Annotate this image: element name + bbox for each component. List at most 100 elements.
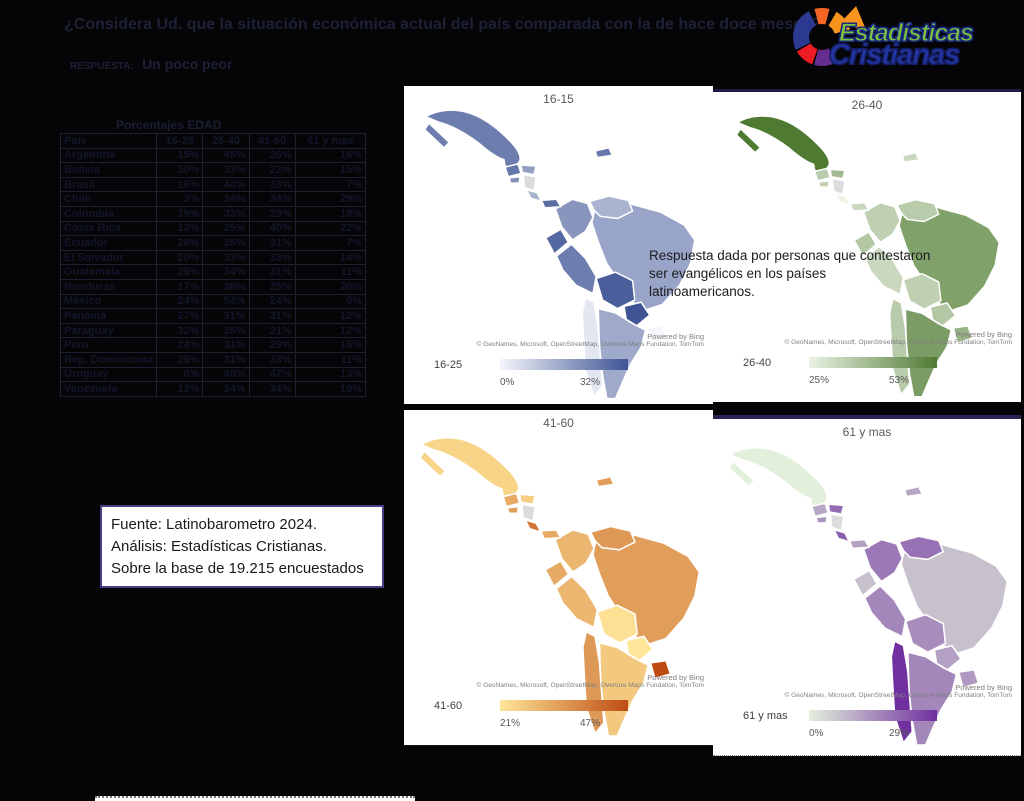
table-cell-value[interactable]: 21% (248, 322, 296, 339)
table-cell-value[interactable]: 32% (156, 322, 204, 339)
table-cell-value[interactable]: 31% (202, 308, 250, 324)
table-cell-value[interactable]: 29% (248, 205, 296, 222)
table-cell-value[interactable]: 25% (156, 264, 204, 280)
column-header-16-25[interactable]: 16-25 (156, 133, 204, 149)
table-cell-value[interactable]: 34% (248, 381, 296, 397)
table-cell-value[interactable]: 22% (248, 162, 296, 178)
map-panel-61-mas[interactable]: 61 y mas Powered by Bing © GeoNames, Mic… (713, 415, 1021, 756)
table-cell-country[interactable]: Ecuador (59, 235, 158, 251)
table-cell-country[interactable]: Brasil (59, 176, 158, 193)
table-cell-value[interactable]: 13% (156, 220, 204, 237)
table-cell-value[interactable]: 33% (248, 249, 296, 266)
table-cell-value[interactable]: 29% (294, 191, 367, 207)
table-cell-country[interactable]: Venezuela (59, 381, 158, 397)
table-cell-value[interactable]: 33% (248, 351, 296, 368)
table-cell-value[interactable]: 30% (156, 162, 204, 178)
table-cell-value[interactable]: 34% (202, 264, 250, 280)
table-cell-value[interactable]: 33% (248, 176, 296, 193)
table-cell-country[interactable]: Honduras (59, 278, 158, 295)
table-cell-value[interactable]: 12% (294, 322, 367, 339)
table-cell-value[interactable]: 7% (294, 176, 367, 193)
table-cell-value[interactable]: 13% (294, 366, 367, 383)
table-cell-value[interactable]: 13% (156, 381, 204, 397)
table-cell-country[interactable]: Bolivia (59, 162, 158, 178)
table-cell-value[interactable]: 24% (156, 337, 204, 353)
table-cell-value[interactable]: 31% (202, 351, 250, 368)
table-cell-value[interactable]: 40% (202, 366, 250, 383)
map-panel-26-40[interactable]: 26-40 Powered by Bing © GeoNames, Micros… (713, 89, 1021, 402)
source-note-box[interactable]: Fuente: Latinobarometro 2024. Análisis: … (100, 505, 384, 589)
table-caption: Porcentajes EDAD (116, 118, 222, 132)
table-cell-country[interactable]: Costa Rica (59, 220, 158, 237)
table-cell-value[interactable]: 19% (294, 381, 367, 397)
table-cell-value[interactable]: 53% (202, 293, 250, 310)
table-cell-country[interactable]: Chile (59, 191, 158, 207)
table-cell-value[interactable]: 16% (156, 176, 204, 193)
table-cell-value[interactable]: 14% (294, 249, 367, 266)
table-cell-value[interactable]: 24% (156, 293, 204, 310)
table-cell-value[interactable]: 19% (156, 205, 204, 222)
table-cell-country[interactable]: Panama (59, 308, 158, 324)
table-cell-value[interactable]: 24% (248, 293, 296, 310)
table-cell-value[interactable]: 29% (248, 337, 296, 353)
table-cell-value[interactable]: 27% (156, 308, 204, 324)
percentages-by-age-table[interactable]: País 16-25 26-40 41-60 61 y mas Argentina 15%… (59, 133, 367, 397)
table-cell-value[interactable]: 34% (202, 191, 250, 207)
table-cell-value[interactable]: 7% (294, 235, 367, 251)
table-cell-value[interactable]: 35% (202, 235, 250, 251)
table-cell-value[interactable]: 17% (156, 278, 204, 295)
table-cell-value[interactable]: 11% (294, 264, 367, 280)
table-cell-value[interactable]: 38% (202, 278, 250, 295)
map-country-peru (864, 585, 907, 638)
table-cell-value[interactable]: 40% (248, 220, 296, 237)
map-panel-16-25[interactable]: 16-15 Powered by Bing © GeoNames, Micros… (404, 86, 713, 404)
table-cell-value[interactable]: 16% (294, 147, 367, 164)
table-cell-value[interactable]: 20% (294, 278, 367, 295)
table-cell-value[interactable]: 25% (202, 220, 250, 237)
table-cell-country[interactable]: Uruguay (59, 366, 158, 383)
table-cell-value[interactable]: 31% (248, 308, 296, 324)
table-cell-value[interactable]: 33% (202, 205, 250, 222)
table-cell-country[interactable]: Peru (59, 337, 158, 353)
table-cell-country[interactable]: Rep. Dominicana (59, 351, 158, 368)
table-cell-country[interactable]: México (59, 293, 158, 310)
table-cell-country[interactable]: Guatemala (59, 264, 158, 280)
table-cell-value[interactable]: 31% (202, 337, 250, 353)
column-header-26-40[interactable]: 26-40 (202, 133, 250, 149)
table-cell-value[interactable]: 3% (156, 191, 204, 207)
table-cell-value[interactable]: 26% (248, 147, 296, 164)
table-cell-country[interactable]: Paraguay (59, 322, 158, 339)
table-cell-value[interactable]: 34% (202, 381, 250, 397)
table-cell-value[interactable]: 20% (156, 249, 204, 266)
table-cell-value[interactable]: 31% (248, 264, 296, 280)
table-cell-value[interactable]: 15% (294, 162, 367, 178)
table-cell-value[interactable]: 47% (248, 366, 296, 383)
table-cell-value[interactable]: 28% (156, 235, 204, 251)
table-cell-value[interactable]: 33% (202, 249, 250, 266)
map-panel-41-60[interactable]: 41-60 Powered by Bing © GeoNames, Micros… (404, 410, 713, 746)
table-cell-value[interactable]: 0% (156, 366, 204, 383)
table-cell-value[interactable]: 34% (248, 191, 296, 207)
table-cell-value[interactable]: 15% (156, 147, 204, 164)
table-cell-value[interactable]: 11% (294, 351, 367, 368)
map-country-guatemala (814, 167, 832, 182)
table-cell-country[interactable]: El Salvador (59, 249, 158, 266)
table-cell-value[interactable]: 16% (294, 337, 367, 353)
table-cell-value[interactable]: 44% (202, 176, 250, 193)
table-cell-value[interactable]: 22% (294, 220, 367, 237)
table-cell-value[interactable]: 31% (248, 235, 296, 251)
table-cell-value[interactable]: 45% (202, 147, 250, 164)
column-header-pais[interactable]: País (59, 133, 158, 149)
column-header-41-60[interactable]: 41-60 (248, 133, 296, 149)
table-cell-country[interactable]: Colombia (59, 205, 158, 222)
column-header-61 y mas[interactable]: 61 y mas (294, 133, 367, 149)
table-cell-country[interactable]: Argentina (59, 147, 158, 164)
table-cell-value[interactable]: 12% (294, 308, 367, 324)
table-cell-value[interactable]: 0% (294, 293, 367, 310)
table-cell-value[interactable]: 25% (248, 278, 296, 295)
table-cell-value[interactable]: 25% (156, 351, 204, 368)
map-country-rep-dominicana (594, 147, 613, 159)
table-cell-value[interactable]: 18% (294, 205, 367, 222)
table-cell-value[interactable]: 35% (202, 322, 250, 339)
table-cell-value[interactable]: 33% (202, 162, 250, 178)
